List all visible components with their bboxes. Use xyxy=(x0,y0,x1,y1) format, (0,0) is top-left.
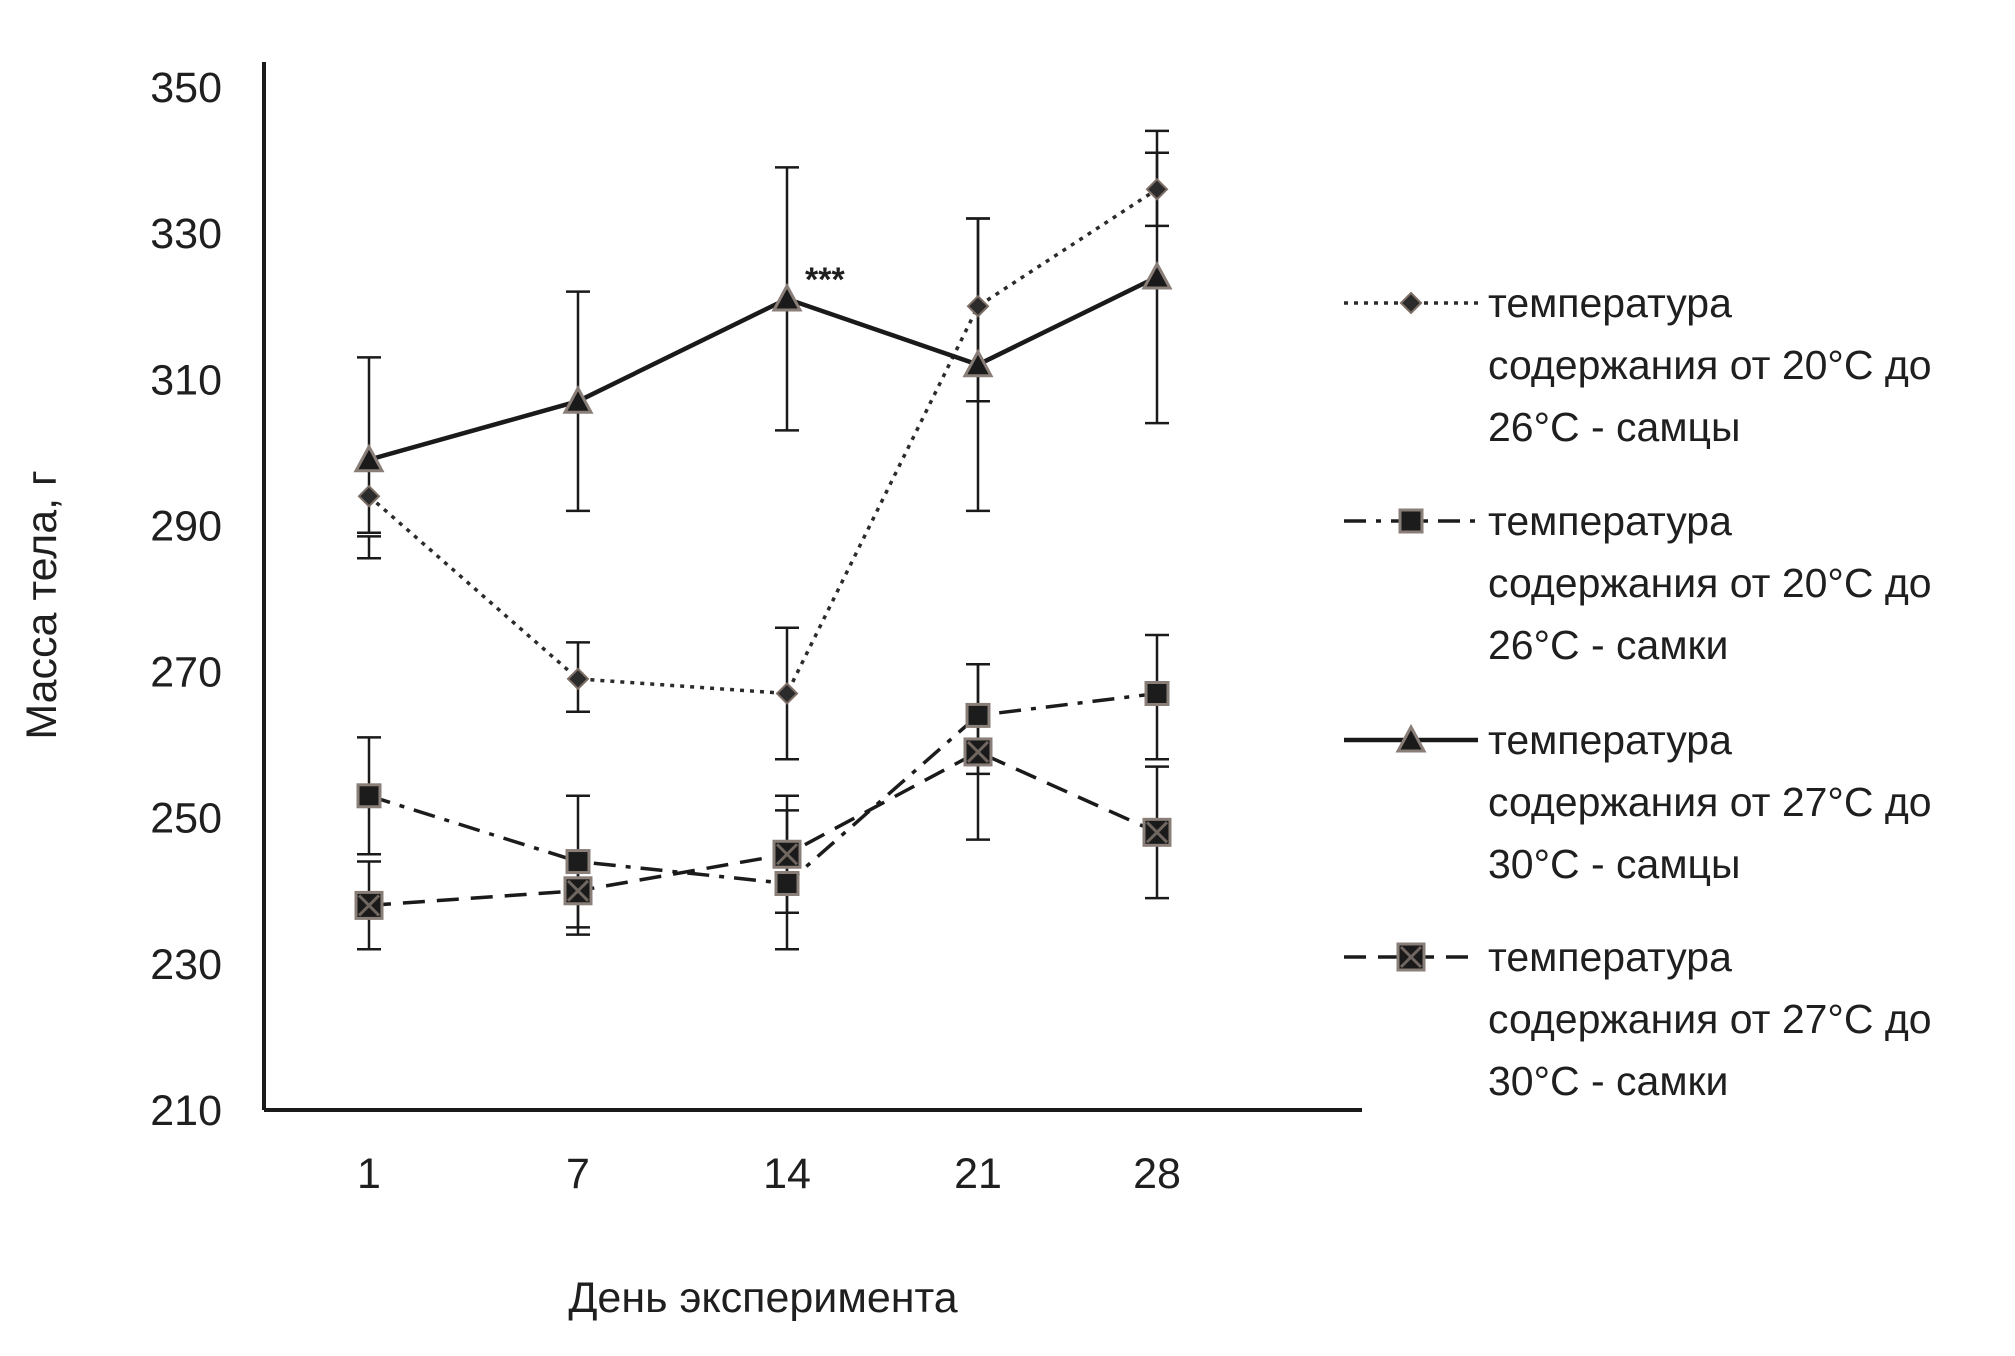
y-tick-label: 230 xyxy=(150,941,222,989)
data-point-marker xyxy=(357,484,381,508)
series-line xyxy=(367,187,1158,696)
x-axis-label: День эксперимента xyxy=(568,1274,957,1322)
legend-label: 30°C - самцы xyxy=(1488,841,1741,887)
data-point-marker xyxy=(354,890,384,920)
data-point-marker xyxy=(1144,680,1170,706)
y-tick-label: 210 xyxy=(150,1087,222,1135)
y-tick-label: 250 xyxy=(150,795,222,843)
data-point-marker xyxy=(1399,291,1423,315)
y-axis-label: Масса тела, г xyxy=(18,470,66,739)
x-tick-label: 7 xyxy=(566,1150,590,1198)
series-line xyxy=(368,750,1158,908)
data-point-marker xyxy=(563,876,593,906)
error-bars xyxy=(357,129,1169,951)
y-tick-label: 330 xyxy=(150,210,222,258)
legend-label: температура xyxy=(1488,498,1732,544)
legend-label: 26°C - самки xyxy=(1488,622,1728,668)
legend-label: температура xyxy=(1488,280,1732,326)
tick-labels: 210 230 250 270 290 310 330 350 1 7 14 21 28 xyxy=(150,64,1181,1198)
series-lines xyxy=(367,187,1158,908)
data-point-marker xyxy=(963,737,993,767)
y-tick-label: 310 xyxy=(150,356,222,404)
error-bar xyxy=(357,535,381,560)
legend: температура содержания от 20°C до 26°C - с… xyxy=(1344,280,1932,1104)
annotations: *** xyxy=(805,261,845,299)
significance-annotation: *** xyxy=(805,261,845,299)
y-tick-label: 270 xyxy=(150,649,222,697)
data-point-marker xyxy=(772,839,802,869)
legend-entry: температура содержания от 27°C до 30°C - с… xyxy=(1344,934,1932,1104)
data-point-marker xyxy=(566,667,590,691)
x-tick-label: 21 xyxy=(954,1150,1002,1198)
legend-label: температура xyxy=(1488,934,1732,980)
data-point-marker xyxy=(771,282,803,312)
axes xyxy=(262,62,1362,1112)
data-point-marker xyxy=(1141,260,1173,290)
data-point-marker xyxy=(965,702,991,728)
legend-label: 30°C - самки xyxy=(1488,1058,1728,1104)
data-point-marker xyxy=(1395,723,1427,753)
data-point-marker xyxy=(775,682,799,705)
legend-label: содержания от 27°C до xyxy=(1488,779,1932,825)
x-tick-label: 28 xyxy=(1133,1150,1181,1198)
series-line xyxy=(368,274,1158,462)
series-markers xyxy=(353,177,1173,920)
data-point-marker xyxy=(565,849,591,875)
data-point-marker xyxy=(774,870,800,896)
legend-entry: температура содержания от 27°C до 30°C - с… xyxy=(1344,717,1932,887)
legend-entry: температура содержания от 20°C до 26°C - с… xyxy=(1344,498,1932,668)
x-tick-label: 14 xyxy=(763,1150,811,1198)
data-point-marker xyxy=(1142,817,1172,847)
data-point-marker xyxy=(962,348,994,378)
data-point-marker xyxy=(1398,508,1424,534)
legend-label: содержания от 20°C до xyxy=(1488,560,1932,606)
data-point-marker xyxy=(1396,942,1426,972)
x-tick-label: 1 xyxy=(357,1150,381,1198)
data-point-marker xyxy=(353,443,385,473)
legend-label: температура xyxy=(1488,717,1732,763)
data-point-marker xyxy=(356,783,382,809)
y-tick-label: 350 xyxy=(150,64,222,112)
series-line xyxy=(368,691,1158,886)
data-point-marker xyxy=(1145,177,1169,201)
legend-label: содержания от 27°C до xyxy=(1488,996,1932,1042)
legend-entry: температура содержания от 20°C до 26°C - с… xyxy=(1344,280,1932,450)
data-point-marker xyxy=(966,294,990,318)
y-tick-label: 290 xyxy=(150,502,222,550)
data-point-marker xyxy=(562,385,594,414)
legend-label: 26°C - самцы xyxy=(1488,404,1741,450)
legend-label: содержания от 20°C до xyxy=(1488,342,1932,388)
